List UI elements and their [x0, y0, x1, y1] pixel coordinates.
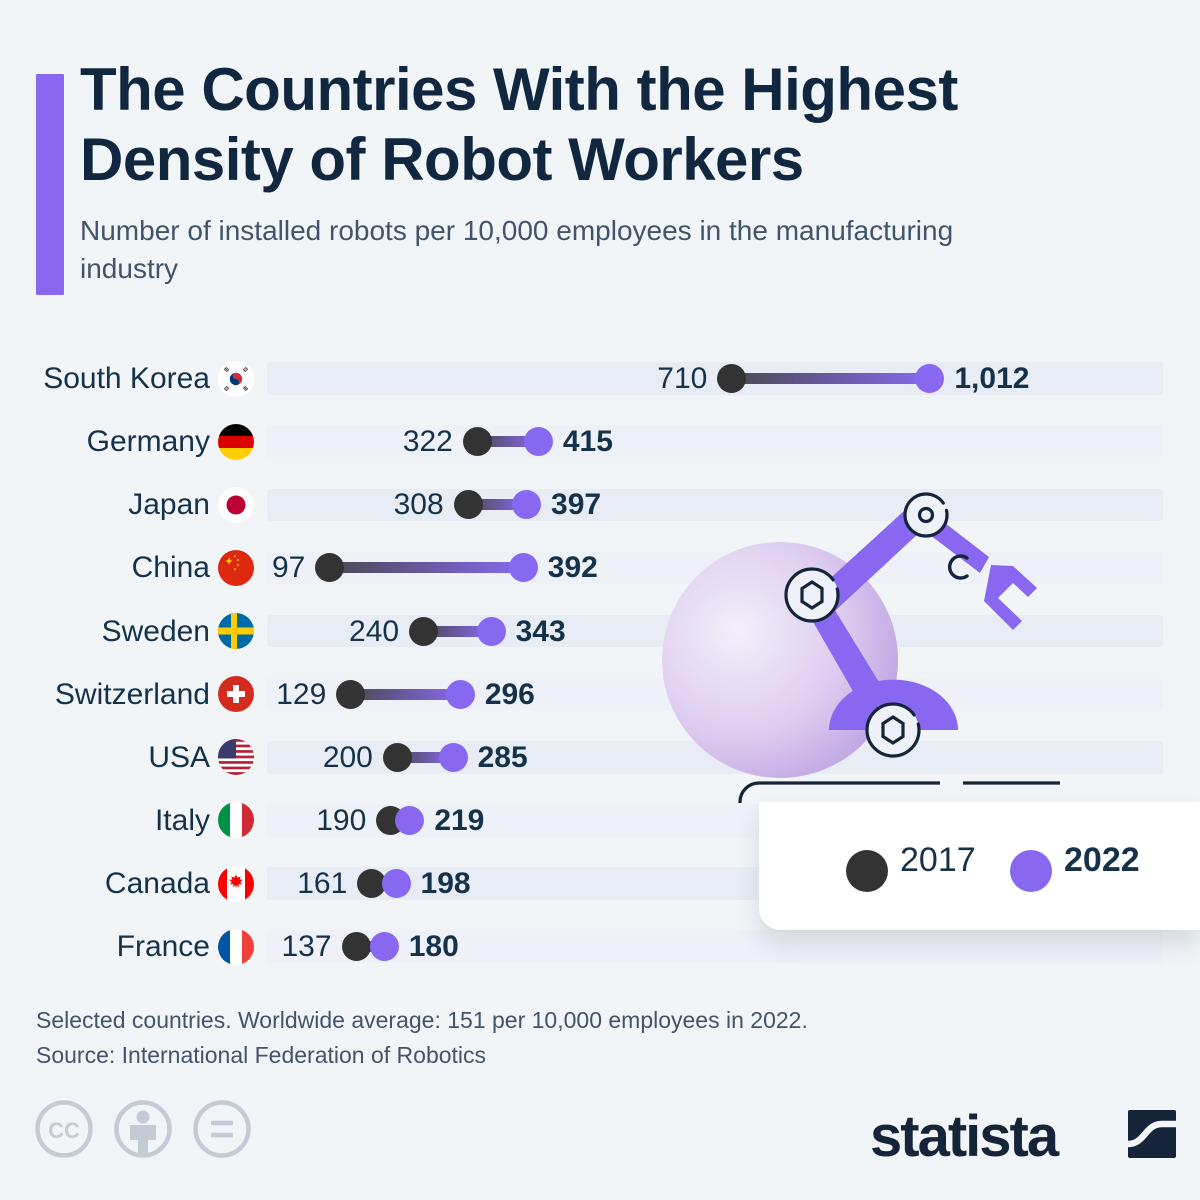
svg-text:CC: CC	[48, 1118, 80, 1143]
